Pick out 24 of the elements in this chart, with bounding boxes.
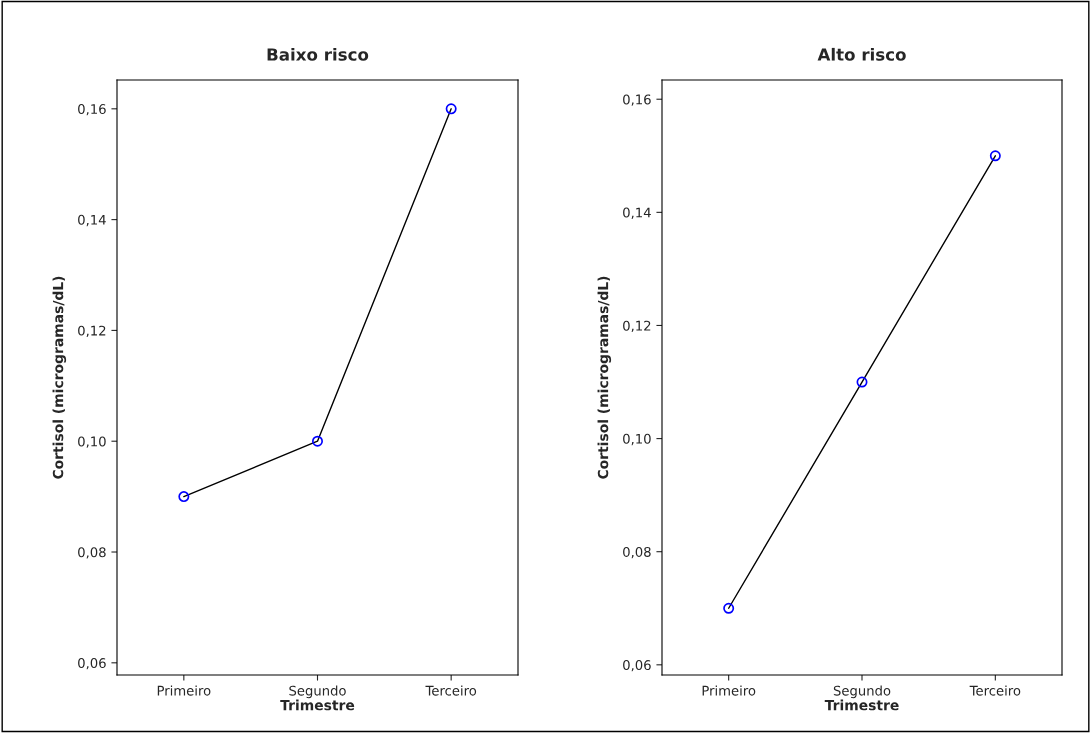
x-tick-label: Primeiro: [157, 685, 211, 696]
y-tick-label: 0,08: [623, 546, 651, 559]
x-tick-label: Terceiro: [969, 685, 1021, 696]
y-axis-title: Cortisol (microgramas/dL): [52, 276, 67, 479]
y-tick-label: 0,16: [78, 104, 106, 116]
y-tick-label: 0,10: [78, 436, 106, 448]
x-axis-title: Trimestre: [824, 699, 899, 711]
x-tick-label: Segundo: [833, 685, 891, 699]
x-tick-label: Segundo: [289, 685, 346, 699]
y-tick-label: 0,14: [623, 207, 651, 219]
y-tick-label: 0,12: [78, 325, 106, 337]
chart-title: Baixo risco: [267, 47, 369, 61]
y-axis-title: Cortisol (microgramas/dL): [597, 276, 612, 479]
x-tick-label: Terceiro: [425, 685, 477, 696]
y-tick-label: 0,10: [623, 433, 651, 446]
x-tick-label: Primeiro: [702, 685, 756, 696]
x-axis-title: Trimestre: [280, 699, 355, 711]
y-tick-label: 0,06: [623, 660, 651, 672]
y-tick-label: 0,06: [78, 658, 106, 670]
y-tick-label: 0,12: [623, 320, 651, 333]
chart-title: Alto risco: [817, 47, 906, 61]
y-tick-label: 0,08: [78, 547, 106, 559]
y-tick-label: 0,16: [623, 94, 651, 106]
y-tick-label: 0,14: [78, 214, 106, 227]
